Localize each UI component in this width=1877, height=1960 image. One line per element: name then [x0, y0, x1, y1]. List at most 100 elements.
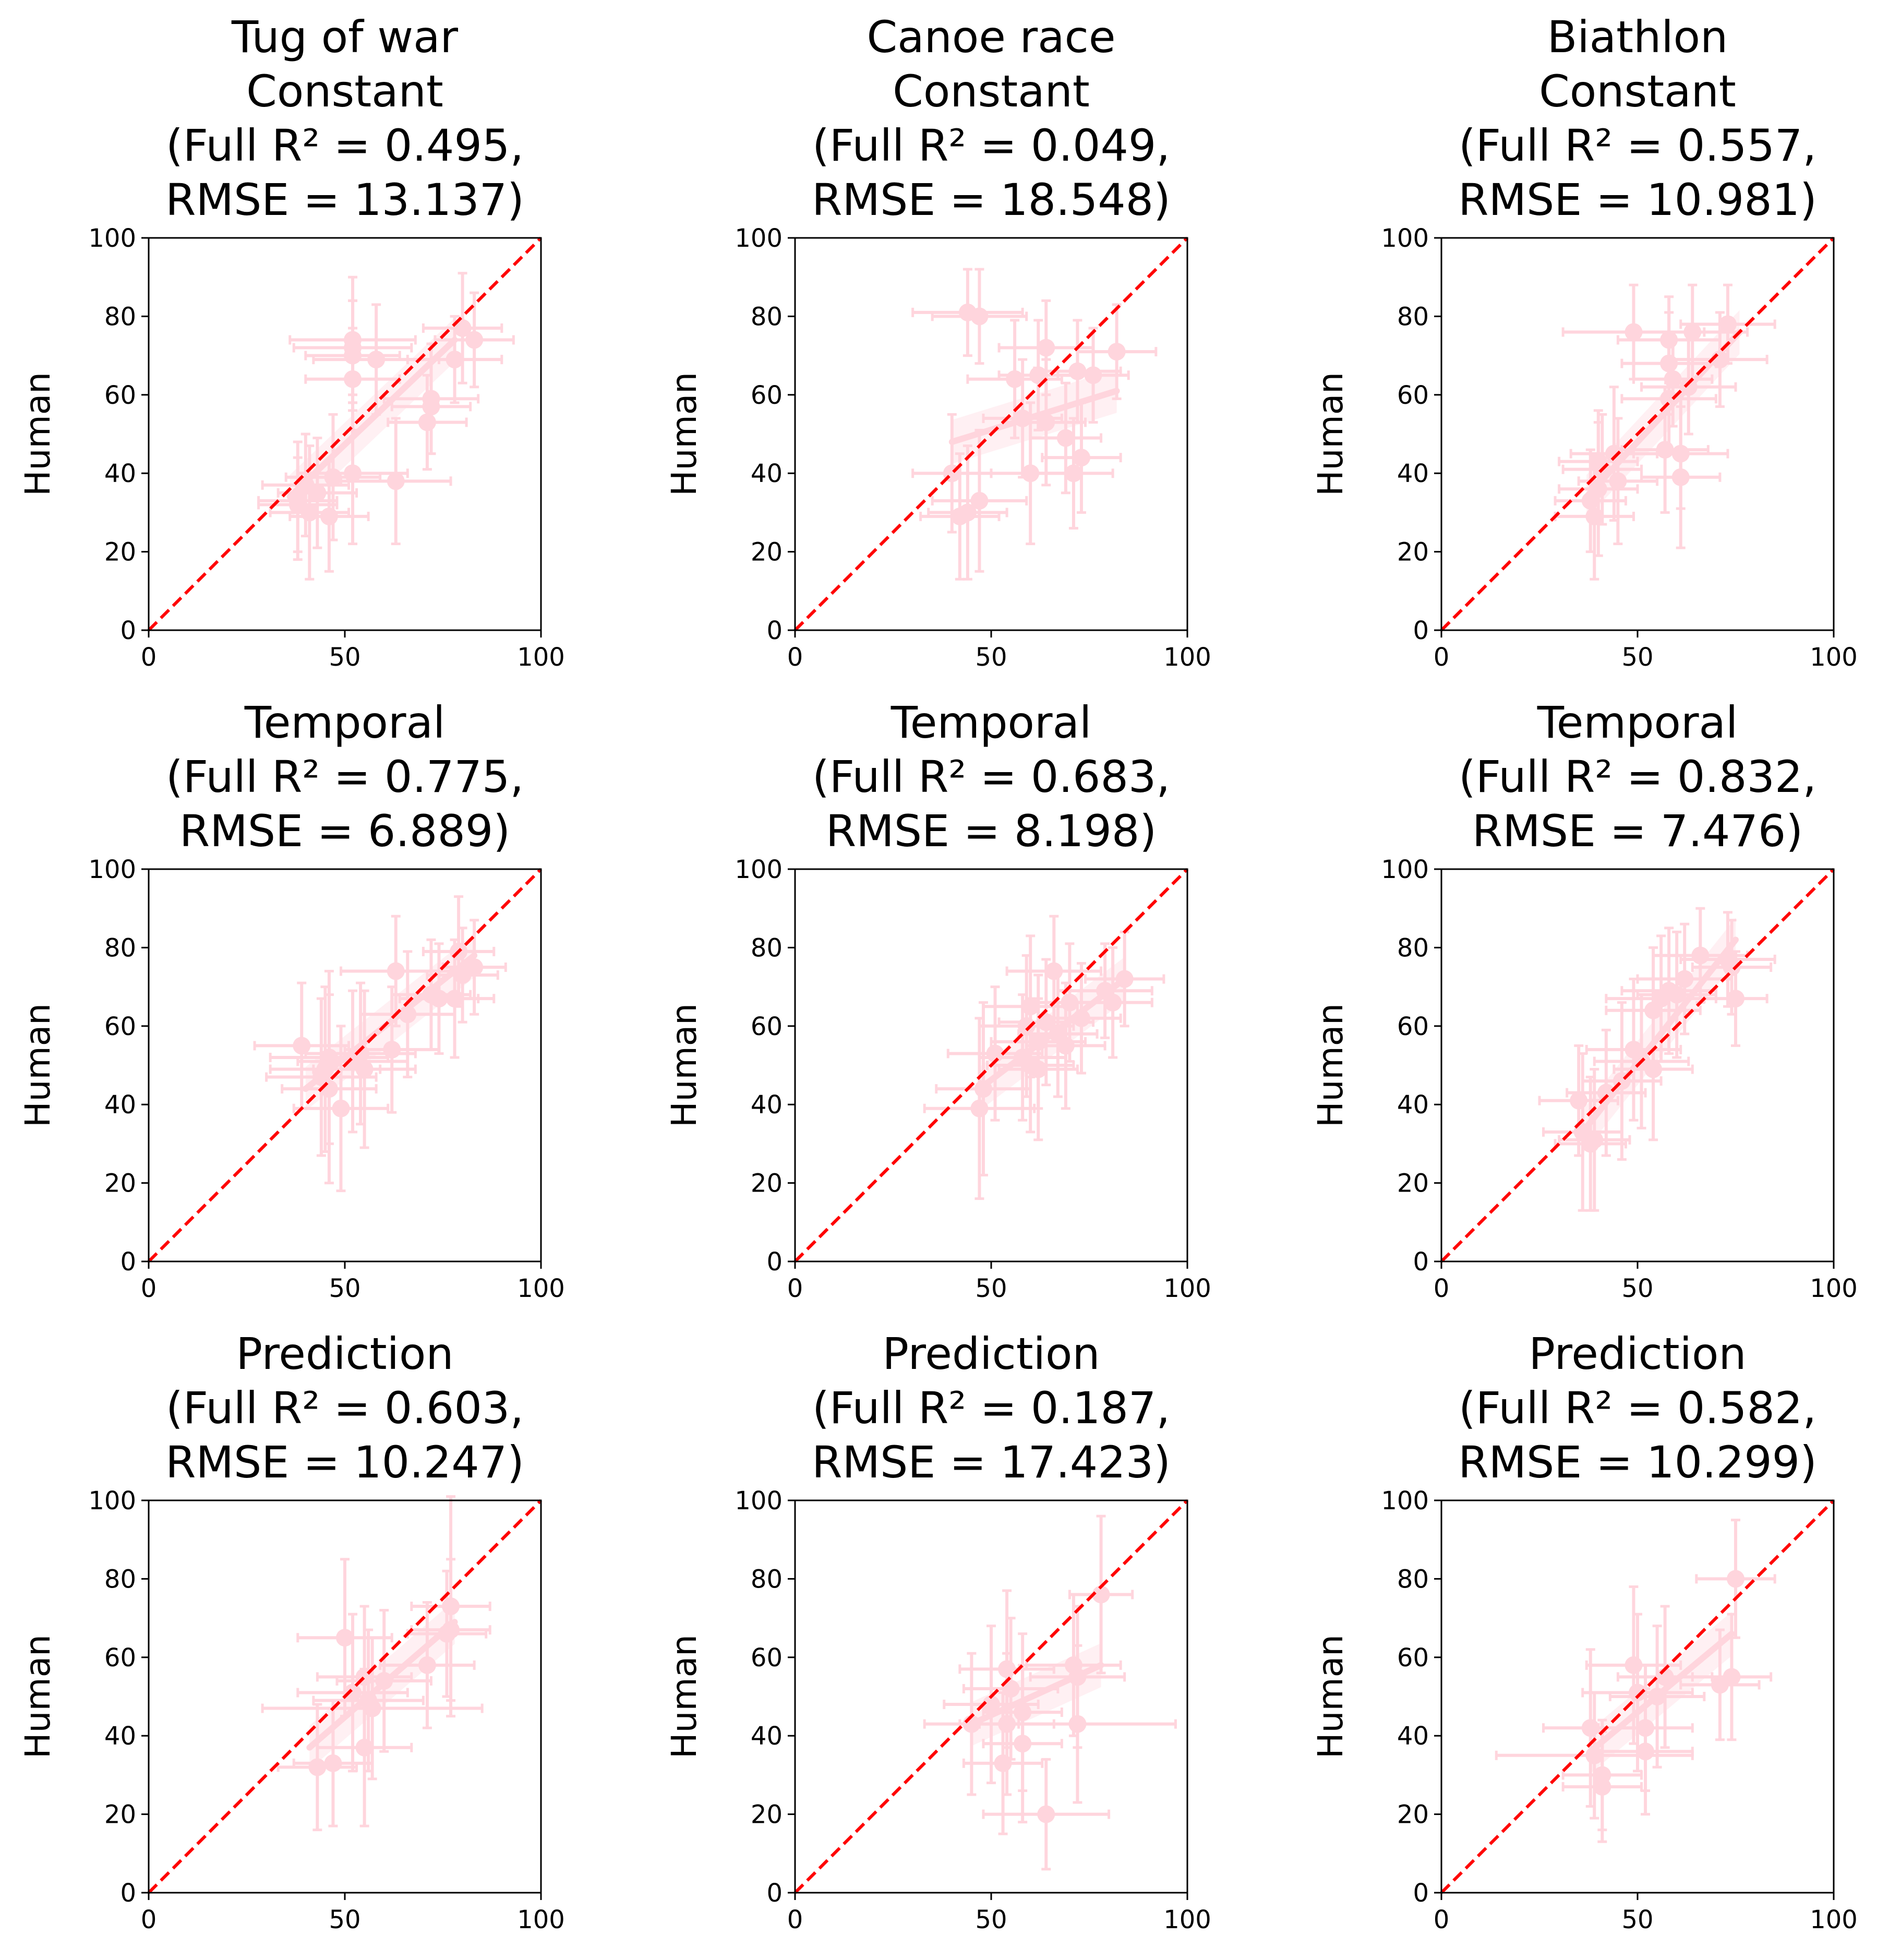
- data-point: [1723, 958, 1741, 976]
- subplot-title-line: Temporal: [1537, 697, 1738, 748]
- data-point: [1037, 413, 1055, 431]
- y-tick-label: 80: [104, 302, 136, 331]
- data-point: [418, 1656, 436, 1674]
- data-point: [1061, 993, 1079, 1012]
- x-tick-label: 0: [1434, 1905, 1450, 1934]
- data-point: [1108, 343, 1126, 361]
- subplot-title-line: Tug of war: [231, 11, 459, 63]
- y-tick-label: 20: [1397, 1169, 1429, 1198]
- subplot-4: Temporal(Full R² = 0.775,RMSE = 6.889) Hu…: [18, 697, 565, 1303]
- data-point: [355, 1060, 374, 1078]
- identity-line: [147, 1499, 543, 1894]
- data-point: [1029, 366, 1048, 384]
- data-layer: [1538, 907, 1776, 1212]
- y-tick-label: 60: [104, 1012, 136, 1041]
- x-tick-label: 50: [329, 1274, 360, 1303]
- subplot-title-line: RMSE = 7.476): [1472, 805, 1803, 857]
- y-tick-label: 60: [751, 1643, 783, 1673]
- data-point: [1597, 1084, 1615, 1102]
- y-tick-label: 0: [120, 1879, 136, 1908]
- y-axis-label: Human: [1310, 1003, 1351, 1127]
- data-point: [1021, 997, 1040, 1016]
- subplot-title-line: RMSE = 10.299): [1458, 1437, 1817, 1488]
- data-point: [1718, 315, 1737, 333]
- y-tick-label: 60: [1397, 1643, 1429, 1673]
- data-point: [387, 962, 405, 980]
- data-point: [453, 966, 472, 984]
- y-tick-label: 60: [1397, 381, 1429, 410]
- data-point: [438, 1625, 456, 1643]
- x-tick-label: 50: [975, 1905, 1007, 1934]
- x-tick-label: 100: [1810, 1274, 1858, 1303]
- data-point: [982, 1696, 1000, 1714]
- y-tick-label: 40: [751, 1090, 783, 1120]
- data-point: [1115, 970, 1134, 988]
- data-point: [1637, 1742, 1655, 1761]
- y-axis-label: Human: [18, 1003, 58, 1127]
- y-tick-label: 80: [751, 933, 783, 963]
- x-tick-label: 0: [141, 643, 157, 672]
- y-tick-label: 60: [751, 381, 783, 410]
- subplot-title-line: Constant: [246, 66, 443, 117]
- data-point: [1668, 985, 1686, 1004]
- data-point: [1581, 1135, 1599, 1153]
- x-tick-label: 50: [975, 1274, 1007, 1303]
- subplot-title-line: RMSE = 8.198): [826, 805, 1157, 857]
- data-point: [1585, 1746, 1604, 1764]
- y-tick-label: 100: [1381, 1486, 1429, 1516]
- data-point: [1671, 444, 1690, 463]
- y-tick-label: 100: [1381, 855, 1429, 884]
- data-layer: [257, 272, 515, 581]
- data-point: [399, 1005, 417, 1024]
- data-point: [1648, 1688, 1666, 1705]
- data-point: [422, 398, 440, 416]
- data-point: [1068, 362, 1087, 380]
- x-tick-label: 0: [1434, 643, 1450, 672]
- x-tick-label: 0: [141, 1274, 157, 1303]
- y-tick-label: 100: [735, 855, 783, 884]
- data-point: [1072, 1009, 1090, 1027]
- data-point: [1581, 1719, 1599, 1737]
- data-point: [296, 476, 315, 494]
- data-point: [1671, 468, 1690, 486]
- y-tick-label: 100: [88, 224, 136, 253]
- data-point: [1092, 1585, 1110, 1604]
- data-point: [446, 351, 464, 369]
- data-point: [1644, 1001, 1663, 1019]
- subplot-title-line: Temporal: [244, 697, 446, 748]
- x-tick-label: 50: [1621, 1274, 1653, 1303]
- subplot-title-line: Prediction: [236, 1328, 453, 1379]
- data-layer: [923, 915, 1165, 1200]
- data-point: [1609, 472, 1627, 490]
- x-tick-label: 100: [1810, 643, 1858, 672]
- data-point: [336, 1629, 354, 1647]
- y-tick-label: 60: [104, 381, 136, 410]
- y-tick-label: 80: [104, 933, 136, 963]
- x-tick-label: 0: [1434, 1274, 1450, 1303]
- subplot-9: Prediction(Full R² = 0.582,RMSE = 10.299…: [1310, 1328, 1858, 1934]
- subplot-6: Temporal(Full R² = 0.832,RMSE = 7.476) Hu…: [1310, 697, 1858, 1303]
- x-tick-label: 50: [329, 643, 360, 672]
- y-tick-label: 20: [1397, 538, 1429, 567]
- subplot-title-line: Constant: [1539, 66, 1736, 117]
- data-point: [363, 1699, 381, 1717]
- data-point: [1029, 1060, 1048, 1078]
- data-point: [288, 496, 307, 514]
- data-point: [418, 413, 436, 431]
- subplot-title-line: RMSE = 10.247): [165, 1437, 524, 1488]
- y-tick-label: 20: [104, 1800, 136, 1830]
- x-tick-label: 100: [1163, 643, 1211, 672]
- x-tick-label: 50: [1621, 1905, 1653, 1934]
- data-point: [1037, 1013, 1055, 1031]
- y-tick-label: 40: [104, 1722, 136, 1751]
- data-point: [1084, 366, 1102, 384]
- data-point: [1068, 1715, 1087, 1733]
- y-tick-label: 60: [1397, 1012, 1429, 1041]
- data-point: [383, 1040, 401, 1059]
- data-point: [430, 990, 448, 1008]
- data-point: [1660, 354, 1678, 372]
- subplot-8: Prediction(Full R² = 0.187,RMSE = 17.423…: [664, 1328, 1211, 1934]
- identity-line: [147, 236, 543, 632]
